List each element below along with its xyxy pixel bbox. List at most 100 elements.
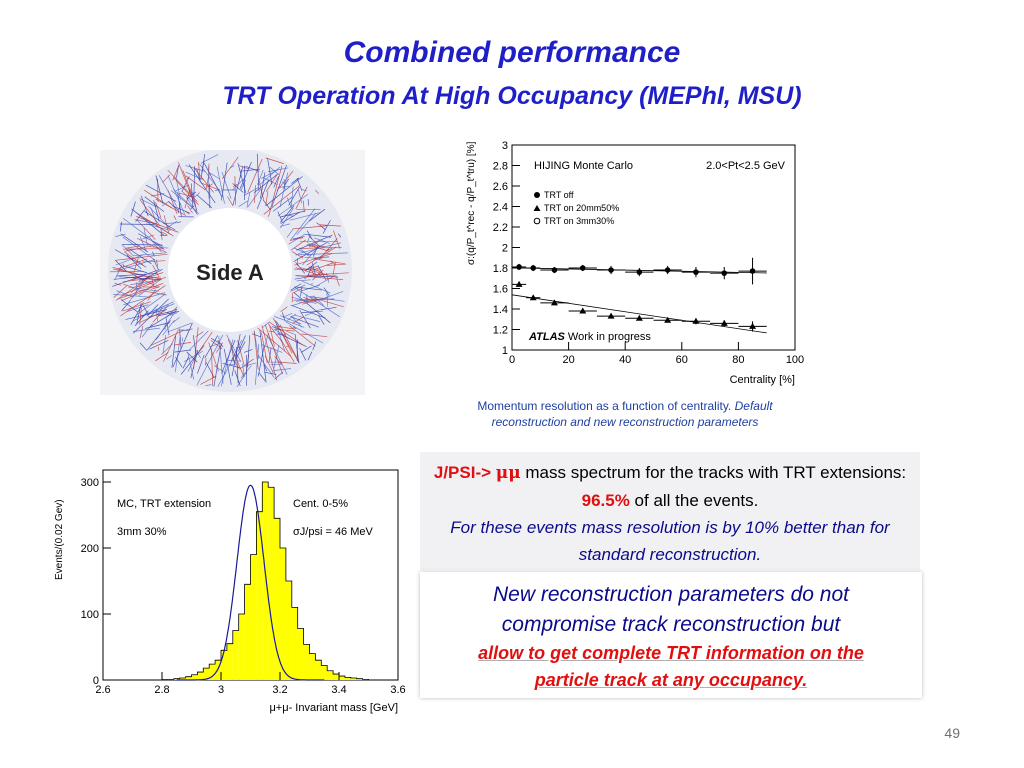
- ring-track: [286, 228, 294, 238]
- histogram-bin: [215, 660, 221, 680]
- ring-track: [279, 324, 300, 364]
- ring-track: [313, 237, 330, 244]
- ring-track: [317, 291, 344, 301]
- ring-track: [319, 224, 341, 227]
- ring-track: [258, 179, 264, 200]
- ring-track: [133, 252, 167, 257]
- histogram-bin: [280, 548, 286, 680]
- cent-label: Cent. 0-5%: [293, 498, 348, 510]
- slide-title: Combined performance: [343, 36, 681, 69]
- ring-track: [251, 333, 261, 338]
- conclusion-box: New reconstruction parameters do not com…: [420, 572, 922, 698]
- histogram-bin: [250, 554, 257, 680]
- ring-track: [305, 273, 328, 277]
- ring-track: [295, 298, 323, 302]
- y-tick-label: 2.2: [493, 222, 508, 234]
- jpsi-italic: For these events mass resolution is by 1…: [450, 518, 890, 564]
- ring-track: [185, 165, 206, 172]
- jpsi-text2: of all the events.: [629, 491, 759, 510]
- ring-track: [170, 190, 197, 211]
- ring-track: [312, 341, 317, 351]
- ring-track: [221, 172, 232, 199]
- y-tick-label: 1: [502, 345, 508, 357]
- ring-track: [185, 175, 206, 191]
- ring-track: [303, 233, 332, 238]
- plot-title: MC, TRT extension: [117, 498, 211, 510]
- ring-track: [290, 284, 306, 292]
- ring-track: [237, 340, 245, 365]
- ring-track: [139, 342, 148, 351]
- ring-track: [290, 283, 302, 291]
- ring-track: [265, 176, 303, 207]
- ring-track: [315, 189, 319, 194]
- ring-track: [290, 208, 316, 241]
- ring-track: [115, 254, 144, 266]
- legend-marker-circle: [534, 192, 540, 198]
- ring-track: [187, 356, 197, 372]
- ring-track: [263, 364, 268, 372]
- ring-track: [290, 186, 294, 209]
- ring-track: [230, 339, 242, 362]
- ring-track: [301, 310, 323, 314]
- ring-track: [120, 285, 166, 317]
- ring-track: [232, 165, 244, 207]
- ring-track: [274, 320, 285, 351]
- histogram-bin: [244, 584, 251, 680]
- ring-track: [292, 326, 297, 330]
- ring-track: [150, 286, 160, 290]
- ring-track: [291, 296, 317, 304]
- data-point-trt-off: [693, 269, 699, 275]
- ring-track: [292, 236, 305, 240]
- ring-track: [155, 198, 187, 216]
- atlas-label: ATLAS Work in progress: [528, 331, 651, 343]
- ring-track: [290, 304, 326, 319]
- ring-track: [242, 168, 260, 172]
- ring-track: [223, 348, 232, 385]
- legend-marker-triangle: [533, 205, 541, 211]
- ring-track: [268, 347, 272, 363]
- ring-track: [291, 287, 303, 294]
- ring-track: [119, 221, 122, 232]
- ring-track: [125, 245, 140, 249]
- ring-track: [155, 175, 164, 204]
- ring-track: [208, 342, 219, 372]
- ring-track: [253, 173, 279, 194]
- legend-label: TRT on 20mm50%: [544, 203, 619, 213]
- ring-track: [130, 280, 157, 286]
- ring-track: [283, 312, 293, 318]
- ring-track: [120, 299, 138, 313]
- ring-track: [149, 340, 169, 350]
- conclusion-line1: New reconstruction parameters do not com…: [492, 583, 849, 636]
- ring-track: [311, 282, 313, 286]
- jpsi-prefix: J/PSI->: [433, 463, 492, 482]
- x-axis-label: μ+μ- Invariant mass [GeV]: [269, 702, 398, 714]
- ring-track: [155, 352, 169, 362]
- histogram-outline: [161, 481, 369, 680]
- ring-track: [297, 188, 303, 204]
- ring-track: [187, 352, 195, 380]
- page-number: 49: [944, 725, 960, 741]
- ring-track: [136, 303, 142, 325]
- ring-track: [293, 286, 341, 318]
- ring-track: [301, 333, 328, 338]
- histogram-bin: [350, 678, 357, 680]
- ring-track: [296, 279, 311, 282]
- y-tick-label: 1.6: [493, 284, 508, 296]
- ring-track: [186, 177, 189, 180]
- ring-track: [262, 177, 278, 185]
- ring-track: [267, 323, 283, 343]
- x-tick-label: 2.8: [154, 684, 169, 696]
- ring-track: [256, 179, 270, 209]
- ring-track: [272, 196, 293, 212]
- ring-track: [277, 193, 309, 217]
- ring-track: [135, 215, 179, 233]
- ring-track: [314, 274, 337, 288]
- ring-track: [113, 275, 144, 280]
- y-tick-label: 2.4: [493, 202, 508, 214]
- ring-track: [280, 210, 306, 218]
- ring-track: [231, 334, 241, 377]
- ring-track: [312, 246, 319, 257]
- ring-track: [196, 331, 213, 355]
- ring-track: [326, 248, 333, 251]
- ring-track: [280, 205, 295, 223]
